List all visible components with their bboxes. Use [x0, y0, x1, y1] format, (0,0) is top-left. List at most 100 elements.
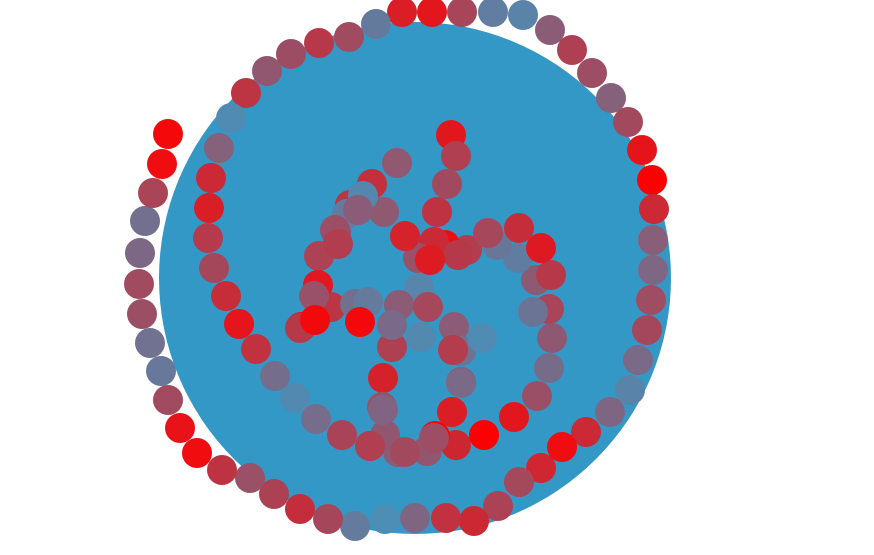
dot — [419, 423, 449, 453]
dot — [361, 9, 391, 39]
dot — [216, 103, 246, 133]
dot — [124, 269, 154, 299]
dot — [443, 240, 473, 270]
dot — [299, 281, 329, 311]
dot — [355, 431, 385, 461]
dot — [153, 385, 183, 415]
dot — [467, 323, 497, 353]
dot — [125, 238, 155, 268]
dot — [557, 35, 587, 65]
dot — [469, 420, 499, 450]
dot — [504, 213, 534, 243]
dot — [235, 463, 265, 493]
dot — [241, 334, 271, 364]
dot — [313, 504, 343, 534]
dot — [207, 455, 237, 485]
dot — [323, 229, 353, 259]
dot — [639, 194, 669, 224]
dot — [368, 363, 398, 393]
dot — [211, 281, 241, 311]
dot — [478, 0, 508, 27]
dot — [382, 148, 412, 178]
dot — [638, 225, 668, 255]
dot — [447, 0, 477, 27]
dot — [390, 221, 420, 251]
dot — [224, 309, 254, 339]
dot — [194, 193, 224, 223]
dot — [304, 28, 334, 58]
dot — [390, 437, 420, 467]
dot — [415, 245, 445, 275]
dot — [153, 119, 183, 149]
dot-chain — [124, 0, 669, 541]
dot — [535, 15, 565, 45]
dot — [437, 397, 467, 427]
dot — [259, 479, 289, 509]
dot — [526, 233, 556, 263]
dot — [623, 345, 653, 375]
dot — [459, 506, 489, 536]
dot — [280, 383, 310, 413]
dot — [196, 163, 226, 193]
dot — [387, 0, 417, 27]
dot — [147, 149, 177, 179]
dot — [400, 503, 430, 533]
dot — [370, 504, 400, 534]
dot — [276, 39, 306, 69]
dot — [537, 323, 567, 353]
dot — [613, 107, 643, 137]
dot — [596, 83, 626, 113]
dot — [300, 305, 330, 335]
dot — [483, 491, 513, 521]
dot — [432, 169, 462, 199]
dot — [636, 285, 666, 315]
dot — [369, 197, 399, 227]
dot — [165, 413, 195, 443]
dot — [577, 58, 607, 88]
dot — [473, 218, 503, 248]
dot — [135, 328, 165, 358]
dot — [199, 253, 229, 283]
dot — [615, 375, 645, 405]
dot — [518, 297, 548, 327]
dot — [260, 361, 290, 391]
dot — [534, 353, 564, 383]
dot — [204, 133, 234, 163]
dot — [536, 260, 566, 290]
dot — [146, 356, 176, 386]
dot — [413, 292, 443, 322]
dot — [334, 22, 364, 52]
dot — [422, 197, 452, 227]
dot — [138, 178, 168, 208]
dot — [439, 312, 469, 342]
dot — [285, 494, 315, 524]
dot — [522, 381, 552, 411]
dot — [504, 467, 534, 497]
dot — [127, 299, 157, 329]
dot — [343, 195, 373, 225]
dot — [182, 438, 212, 468]
dot — [438, 335, 468, 365]
dot — [368, 395, 398, 425]
dot — [595, 397, 625, 427]
dot — [431, 503, 461, 533]
dot — [345, 307, 375, 337]
dot — [327, 420, 357, 450]
dot — [632, 315, 662, 345]
dot — [638, 255, 668, 285]
dot — [340, 511, 370, 541]
dot — [406, 322, 436, 352]
dot — [231, 78, 261, 108]
dot — [571, 417, 601, 447]
dot — [547, 432, 577, 462]
dot — [627, 135, 657, 165]
dot — [499, 402, 529, 432]
dot — [301, 404, 331, 434]
dot — [446, 368, 476, 398]
dot — [193, 223, 223, 253]
dot — [508, 0, 538, 30]
dot — [441, 141, 471, 171]
dot — [377, 310, 407, 340]
dot — [417, 0, 447, 27]
